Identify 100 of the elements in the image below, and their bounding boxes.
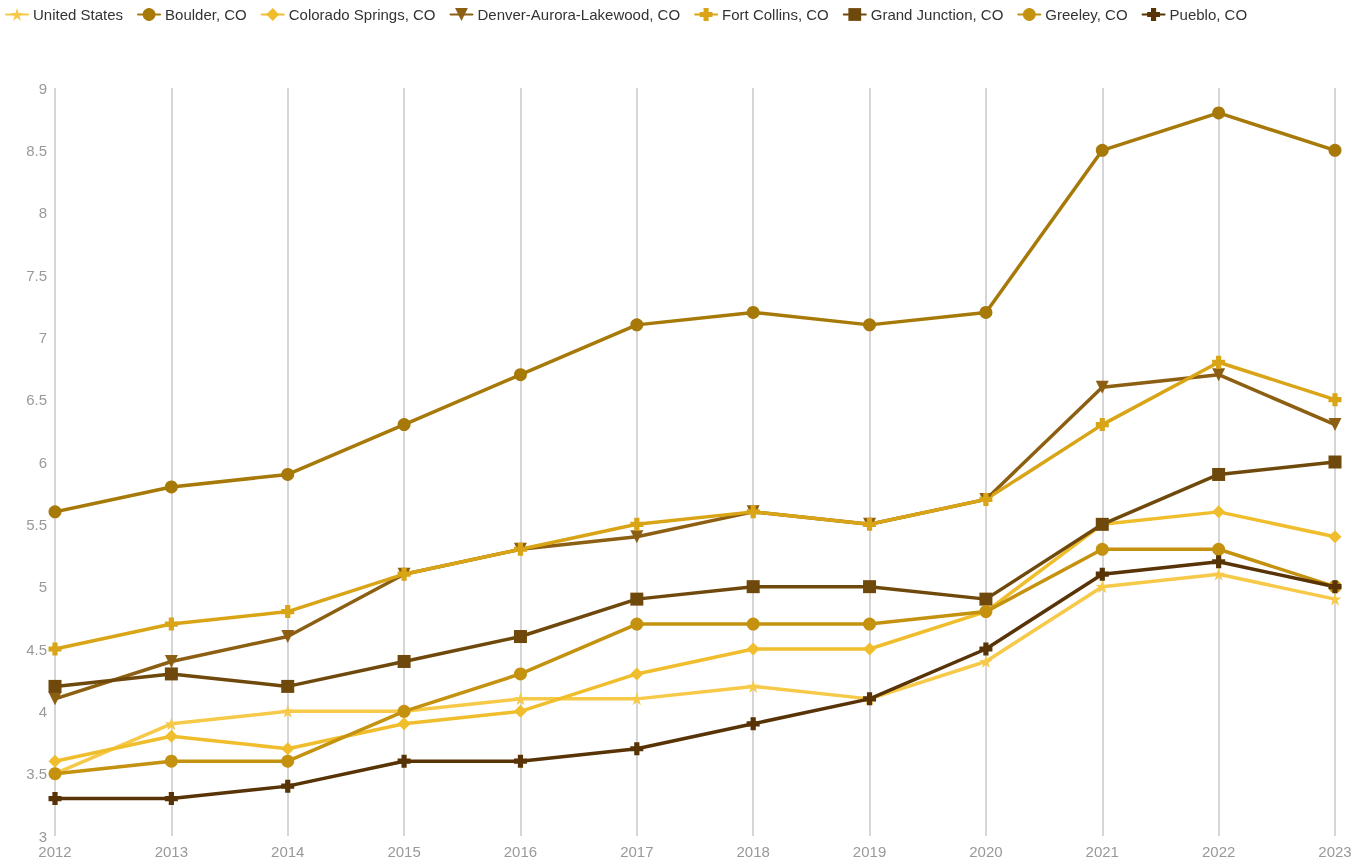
point xyxy=(1095,580,1109,594)
legend-label: Fort Collins, CO xyxy=(722,6,829,23)
point xyxy=(630,530,644,544)
x-tick-label: 2018 xyxy=(736,843,770,860)
point xyxy=(281,704,295,718)
y-tick-label: 6.5 xyxy=(26,391,47,409)
point xyxy=(630,742,644,756)
point xyxy=(513,368,527,382)
point xyxy=(630,318,644,332)
point xyxy=(746,305,760,319)
point xyxy=(746,617,760,631)
y-tick-label: 4.5 xyxy=(26,640,47,658)
point xyxy=(281,679,295,693)
point xyxy=(630,667,644,681)
point xyxy=(281,779,295,793)
point xyxy=(1328,418,1342,432)
y-tick-label: 8.5 xyxy=(26,141,47,159)
x-tick-label: 2017 xyxy=(620,843,654,860)
point xyxy=(746,679,760,693)
x-tick-label: 2015 xyxy=(387,843,421,860)
x-tick-label: 2019 xyxy=(852,843,887,860)
point xyxy=(164,729,178,743)
point xyxy=(397,654,411,668)
point xyxy=(979,642,993,656)
y-tick-label: 5.5 xyxy=(26,515,47,533)
point xyxy=(1095,418,1109,432)
y-tick-label: 9 xyxy=(38,79,47,97)
point xyxy=(1095,567,1109,581)
point xyxy=(863,318,877,332)
point xyxy=(281,754,295,768)
x-tick-label: 2021 xyxy=(1085,843,1119,860)
legend-label: Colorado Springs, CO xyxy=(288,6,436,23)
point xyxy=(164,717,178,731)
point xyxy=(164,667,178,681)
point xyxy=(1095,143,1109,157)
legend-label: Grand Junction, CO xyxy=(870,6,1004,23)
point xyxy=(630,617,644,631)
point xyxy=(281,742,295,756)
point xyxy=(164,617,178,631)
point xyxy=(164,480,178,494)
point xyxy=(863,642,877,656)
x-tick-label: 2016 xyxy=(503,843,538,860)
point xyxy=(513,704,527,718)
legend-label: United States xyxy=(33,6,124,23)
y-tick-label: 4 xyxy=(38,702,47,720)
point xyxy=(281,467,295,481)
point xyxy=(1328,530,1342,544)
y-tick-label: 6 xyxy=(38,453,47,471)
legend-label: Pueblo, CO xyxy=(1169,6,1248,23)
x-tick-label: 2023 xyxy=(1318,843,1352,860)
point xyxy=(1212,106,1226,120)
y-tick-label: 5 xyxy=(38,578,47,596)
legend-label: Denver-Aurora-Lakewood, CO xyxy=(477,6,681,23)
y-tick-label: 3 xyxy=(38,827,47,845)
point xyxy=(1212,505,1226,519)
point xyxy=(1212,555,1226,569)
point xyxy=(1212,467,1226,481)
point xyxy=(397,717,411,731)
point xyxy=(979,654,993,668)
y-tick-label: 7.5 xyxy=(26,266,47,284)
point xyxy=(513,754,527,768)
y-tick-label: 8 xyxy=(38,204,47,222)
x-tick-label: 2020 xyxy=(969,843,1003,860)
point xyxy=(397,754,411,768)
point xyxy=(630,517,644,531)
point xyxy=(164,792,178,806)
point xyxy=(48,792,62,806)
point xyxy=(48,642,62,656)
point xyxy=(863,580,877,594)
point xyxy=(513,667,527,681)
point xyxy=(281,630,295,644)
y-tick-label: 3.5 xyxy=(26,765,47,783)
point xyxy=(164,654,178,668)
x-tick-label: 2012 xyxy=(38,843,72,860)
point xyxy=(1328,393,1342,407)
point xyxy=(164,754,178,768)
point xyxy=(397,418,411,432)
point xyxy=(1095,380,1109,394)
point xyxy=(746,717,760,731)
point xyxy=(746,580,760,594)
point xyxy=(1095,542,1109,556)
x-tick-label: 2022 xyxy=(1201,843,1236,860)
point xyxy=(48,505,62,519)
point xyxy=(1328,143,1342,157)
x-tick-label: 2014 xyxy=(271,843,305,860)
point xyxy=(48,754,62,768)
point xyxy=(48,679,62,693)
point xyxy=(979,592,993,606)
point xyxy=(1212,542,1226,556)
point xyxy=(1212,355,1226,369)
point xyxy=(281,605,295,619)
point xyxy=(746,642,760,656)
point xyxy=(1328,455,1342,469)
x-tick-label: 2013 xyxy=(154,843,189,860)
point xyxy=(863,617,877,631)
point xyxy=(979,305,993,319)
point xyxy=(1212,368,1226,382)
legend-label: Greeley, CO xyxy=(1045,6,1128,23)
y-tick-label: 7 xyxy=(38,328,47,346)
point xyxy=(630,592,644,606)
